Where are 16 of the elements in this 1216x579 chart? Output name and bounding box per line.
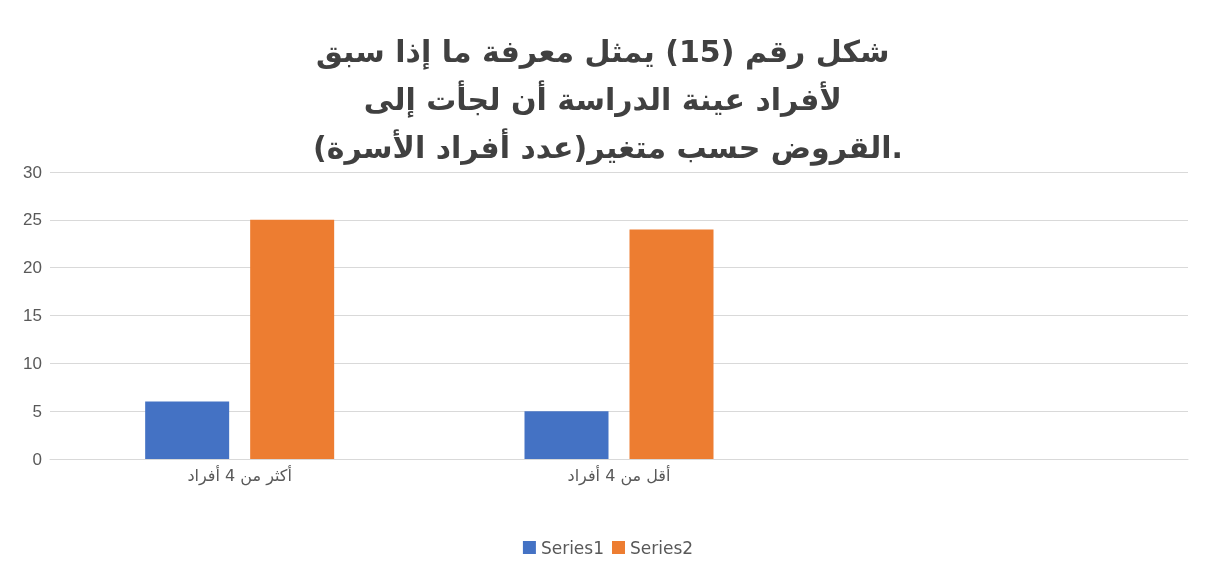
y-tick-label: 25 bbox=[23, 210, 42, 230]
y-tick-label: 30 bbox=[23, 162, 42, 182]
y-tick-label: 15 bbox=[23, 306, 42, 325]
y-tick-label: 10 bbox=[23, 353, 42, 373]
chart-title: شكل رقم (15) يمثل معرفة ما إذا سبق لأفراد عينة الدراسة أن لجأت إلى القروض حسب متغير(عدد أفراد الأسرة). bbox=[313, 33, 903, 166]
y-tick-label: 0 bbox=[32, 449, 42, 469]
y-tick-label: 20 bbox=[23, 258, 42, 278]
bar bbox=[629, 229, 714, 459]
bar bbox=[145, 401, 230, 459]
x-tick-label: أكثر من 4 أفراد bbox=[187, 464, 292, 486]
y-tick-label: 5 bbox=[32, 401, 42, 421]
bar bbox=[524, 411, 609, 459]
legend-label: Series1 bbox=[540, 537, 605, 558]
bar bbox=[250, 219, 335, 459]
legend-label: Series2 bbox=[630, 537, 694, 558]
x-tick-label: أقل من 4 أفراد bbox=[567, 464, 671, 486]
